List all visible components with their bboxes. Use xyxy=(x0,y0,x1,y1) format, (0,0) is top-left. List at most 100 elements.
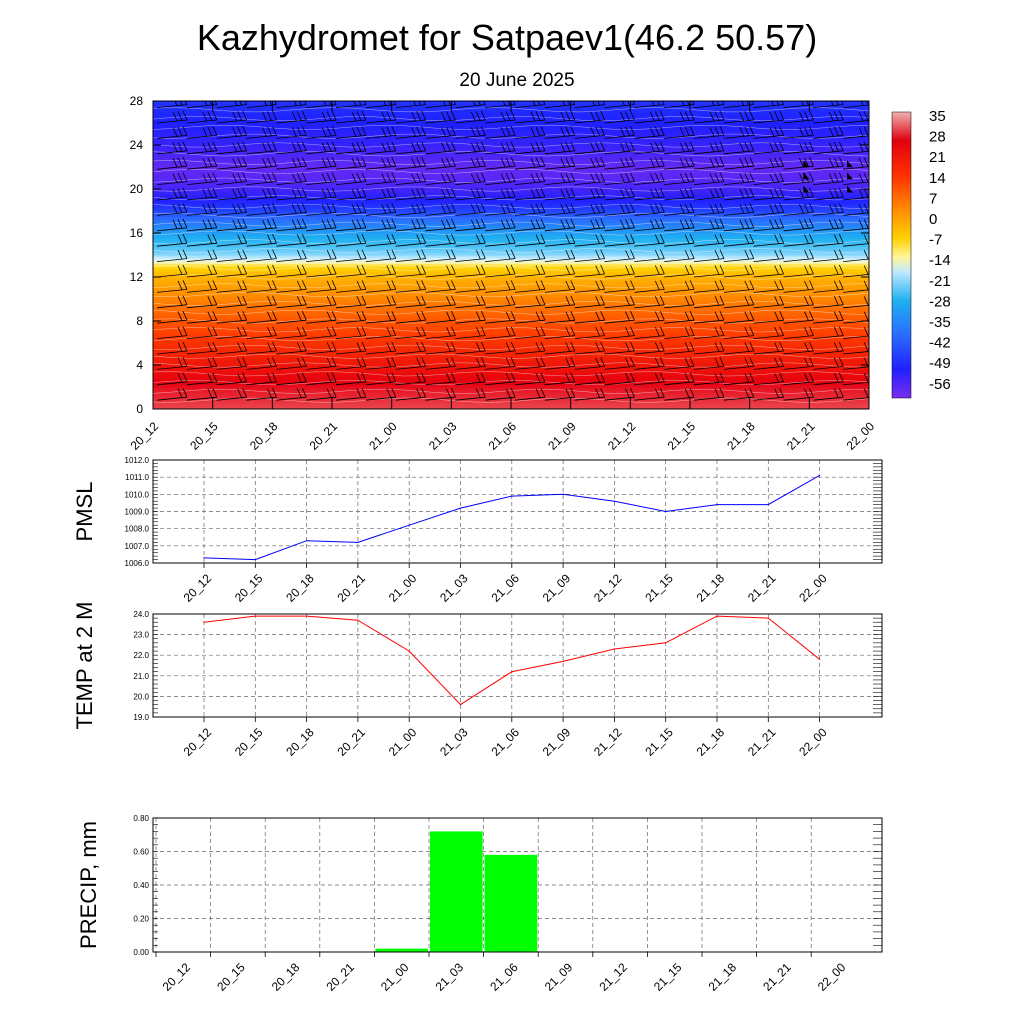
wind-barb xyxy=(693,157,725,170)
wind-barb xyxy=(813,388,844,401)
wind-barb xyxy=(186,295,218,309)
wind-barb xyxy=(753,341,785,355)
wind-barb xyxy=(843,326,869,339)
wind-barb xyxy=(485,295,516,309)
isotherm-contour xyxy=(153,388,869,394)
wind-barb xyxy=(693,172,725,185)
x-tick-label: 21_09 xyxy=(542,960,576,994)
wind-barb xyxy=(604,388,635,401)
wind-barb xyxy=(186,341,218,355)
wind-barb xyxy=(156,110,188,124)
wind-barb xyxy=(186,280,218,293)
wind-barb xyxy=(723,157,755,170)
wind-barb xyxy=(813,326,844,339)
heatmap-y-tick-label: 0 xyxy=(136,402,143,416)
wind-barb xyxy=(753,311,785,324)
wind-barb xyxy=(813,218,844,232)
heatmap-band xyxy=(153,246,869,251)
wind-barb xyxy=(186,218,218,232)
wind-barb xyxy=(783,372,814,386)
heatmap-band xyxy=(153,277,869,281)
wind-barb xyxy=(604,249,635,262)
wind-barb xyxy=(723,280,755,293)
heatmap-band xyxy=(153,334,869,339)
wind-barb xyxy=(335,372,367,386)
wind-barb xyxy=(395,264,427,278)
wind-barb xyxy=(246,172,277,185)
x-tick-label: 21_06 xyxy=(488,571,522,605)
wind-barb xyxy=(425,203,456,216)
wind-barb xyxy=(276,249,307,262)
data-point xyxy=(767,617,769,619)
wind-barb xyxy=(365,218,397,232)
y-tick-label: 21.0 xyxy=(133,672,149,681)
y-tick-label: 1010.0 xyxy=(125,490,150,499)
wind-barb xyxy=(723,326,755,339)
wind-barb xyxy=(455,264,486,278)
wind-barb xyxy=(783,126,814,139)
heatmap-band xyxy=(153,263,869,267)
wind-barb xyxy=(365,110,397,124)
heatmap-band xyxy=(153,299,869,303)
heatmap-band xyxy=(153,252,869,256)
wind-barb xyxy=(246,372,277,386)
wind-barb xyxy=(365,234,397,247)
wind-barb xyxy=(544,234,576,247)
wind-barb xyxy=(723,218,755,232)
wind-barb xyxy=(455,388,486,401)
heatmap-band xyxy=(153,249,869,253)
heatmap-band xyxy=(153,321,869,325)
wind-barb xyxy=(365,126,397,139)
data-point xyxy=(613,500,616,502)
y-tick-label: 24.0 xyxy=(133,610,149,619)
wind-barb xyxy=(485,372,516,386)
wind-barb xyxy=(276,372,307,386)
wind-barb xyxy=(544,203,576,216)
wind-barb xyxy=(306,280,337,293)
plot-area xyxy=(153,614,882,717)
wind-barb xyxy=(425,341,456,355)
x-tick-label: 21_00 xyxy=(386,571,420,605)
wind-barb xyxy=(574,234,606,247)
wind-barb xyxy=(216,141,248,155)
data-point xyxy=(306,540,308,542)
wind-barb xyxy=(276,234,307,247)
wind-barb xyxy=(514,126,546,139)
wind-barb xyxy=(365,341,397,355)
wind-barb xyxy=(693,280,725,293)
wind-barb xyxy=(246,280,277,293)
wind-barb xyxy=(306,157,337,170)
wind-barb xyxy=(216,203,248,216)
wind-barb xyxy=(276,187,307,201)
wind-barb xyxy=(425,187,456,201)
wind-barb xyxy=(276,203,307,216)
wind-barb xyxy=(455,187,486,201)
isotherm-contour xyxy=(153,344,869,350)
wind-barb xyxy=(783,234,814,247)
heatmap-band xyxy=(153,326,869,330)
wind-barb xyxy=(723,141,755,155)
heatmap-x-tick-label: 21_00 xyxy=(366,419,400,453)
wind-barb xyxy=(753,326,785,339)
wind-barb xyxy=(455,172,486,185)
heatmap-band xyxy=(153,147,869,152)
wind-barb xyxy=(783,295,814,309)
heatmap-band xyxy=(153,224,869,229)
x-tick-label: 21_09 xyxy=(540,571,574,605)
heatmap-band xyxy=(153,241,869,245)
wind-barb xyxy=(693,249,725,262)
wind-barb xyxy=(843,265,869,278)
wind-barb xyxy=(216,187,248,201)
wind-barb xyxy=(574,372,606,386)
isotherm-contour xyxy=(153,221,869,227)
heatmap-x-tick-label: 20_12 xyxy=(128,419,162,453)
wind-barb xyxy=(664,326,695,339)
x-tick-label: 21_06 xyxy=(488,725,522,759)
wind-barb xyxy=(664,157,695,170)
wind-barb xyxy=(813,249,844,262)
wind-barb xyxy=(813,372,844,386)
wind-barb xyxy=(514,157,546,170)
wind-barb xyxy=(544,172,576,185)
colorbar-label: -21 xyxy=(929,273,951,290)
wind-barb xyxy=(395,357,427,370)
